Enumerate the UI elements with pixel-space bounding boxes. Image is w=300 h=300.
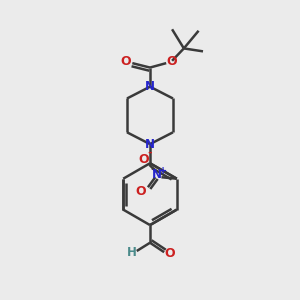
Text: N: N <box>145 80 155 93</box>
Text: O: O <box>121 55 131 68</box>
Text: O: O <box>138 153 149 166</box>
Text: N: N <box>152 168 162 182</box>
Text: N: N <box>145 138 155 151</box>
Text: +: + <box>159 166 167 176</box>
Text: H: H <box>127 246 136 259</box>
Text: O: O <box>167 55 177 68</box>
Text: O: O <box>164 247 175 260</box>
Text: O: O <box>136 185 146 199</box>
Text: -: - <box>148 148 152 158</box>
